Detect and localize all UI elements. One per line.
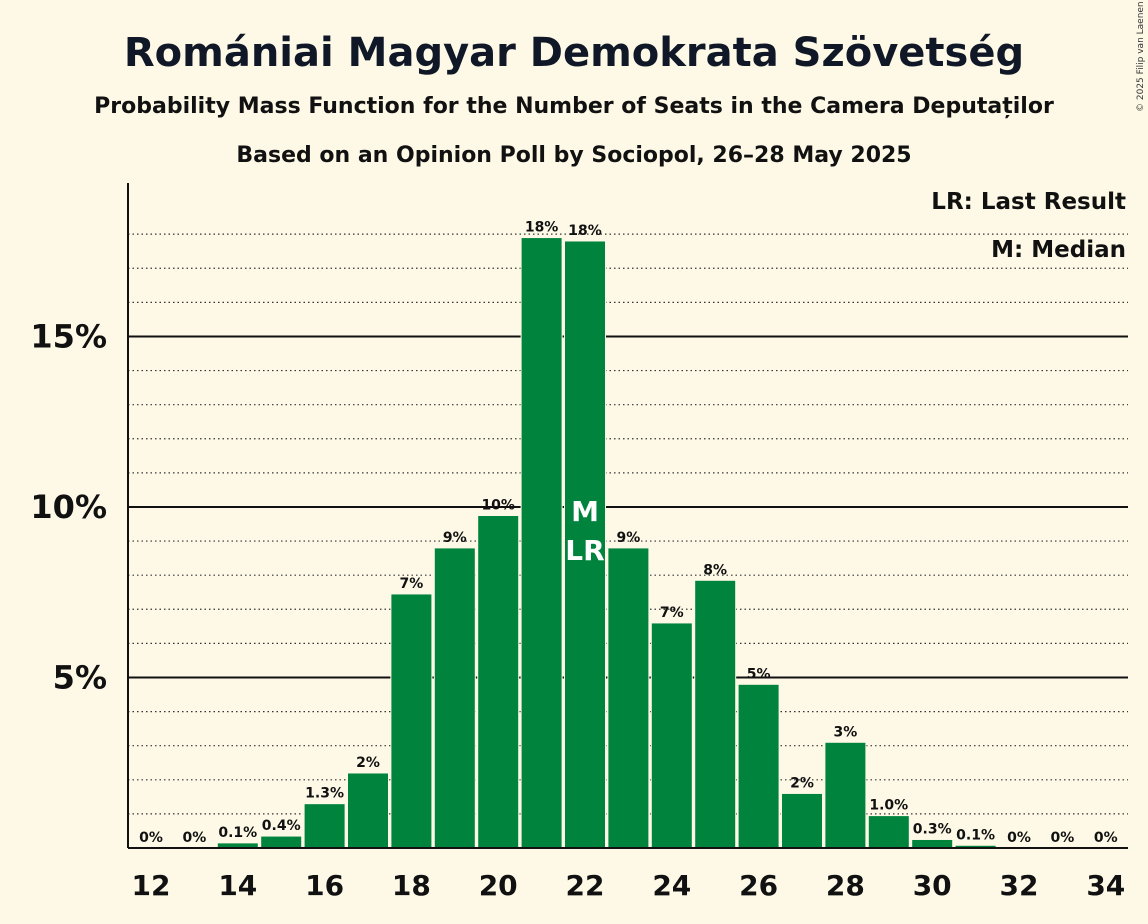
x-tick-label: 22 bbox=[566, 869, 605, 902]
bars bbox=[216, 237, 997, 849]
data-label-seat-32: 0% bbox=[1007, 830, 1031, 846]
data-label-seat-27: 2% bbox=[790, 775, 814, 791]
bar-seat-15 bbox=[260, 835, 303, 849]
data-label-seat-30: 0.3% bbox=[913, 821, 952, 837]
data-label-seat-33: 0% bbox=[1051, 830, 1075, 846]
data-label-seat-22: 18% bbox=[568, 223, 602, 239]
legend-last-result: LR: Last Result bbox=[931, 189, 1126, 215]
x-tick-label: 16 bbox=[305, 869, 344, 902]
bar-seat-19 bbox=[433, 547, 476, 849]
bar-seat-21 bbox=[520, 237, 563, 849]
data-label-seat-16: 1.3% bbox=[305, 786, 344, 802]
bar-seat-29 bbox=[867, 815, 910, 849]
data-labels: 0% 0% 0.1% 0.4%1.3% 2% 7% 9% 10% 18% 18% 9% 7% 8% 5% 2… bbox=[139, 220, 1118, 846]
data-label-seat-15: 0.4% bbox=[262, 818, 301, 834]
data-label-seat-12: 0% bbox=[139, 830, 163, 846]
y-tick-label: 5% bbox=[53, 658, 107, 696]
data-label-seat-18: 7% bbox=[400, 576, 424, 592]
data-label-seat-24: 7% bbox=[660, 605, 684, 621]
bar-seat-18 bbox=[390, 593, 433, 849]
data-label-seat-28: 3% bbox=[834, 724, 858, 740]
bar-seat-28 bbox=[824, 741, 867, 849]
bar-seat-30 bbox=[911, 838, 954, 849]
x-tick-label: 26 bbox=[739, 869, 778, 902]
bar-seat-17 bbox=[347, 772, 389, 849]
axes: 5% 10% 15% 12 14 16 18 20 22 24 26 28 30 32 34 bbox=[30, 183, 1128, 902]
data-label-seat-21: 18% bbox=[525, 220, 559, 236]
x-tick-label: 14 bbox=[218, 869, 257, 902]
data-label-seat-26: 5% bbox=[747, 666, 771, 682]
bar-seat-25 bbox=[694, 579, 737, 849]
legend-median: M: Median bbox=[991, 237, 1126, 263]
chart-subtitle: Probability Mass Function for the Number… bbox=[94, 94, 1054, 119]
data-label-seat-25: 8% bbox=[703, 562, 727, 578]
data-label-seat-29: 1.0% bbox=[869, 798, 908, 814]
data-label-seat-34: 0% bbox=[1094, 830, 1118, 846]
x-tick-label: 32 bbox=[1000, 869, 1039, 902]
bar-seat-27 bbox=[781, 792, 823, 849]
data-label-seat-14: 0.1% bbox=[218, 825, 257, 841]
x-tick-label: 12 bbox=[132, 869, 171, 902]
y-tick-label: 10% bbox=[30, 488, 107, 526]
data-label-seat-17: 2% bbox=[356, 755, 380, 771]
bar-seat-23 bbox=[607, 547, 650, 849]
data-label-seat-13: 0% bbox=[183, 830, 207, 846]
x-tick-label: 20 bbox=[479, 869, 518, 902]
bar-seat-26 bbox=[737, 683, 780, 849]
x-tick-label: 30 bbox=[913, 869, 952, 902]
bar-seat-16 bbox=[303, 803, 346, 849]
median-marker: M bbox=[571, 495, 599, 528]
data-label-seat-31: 0.1% bbox=[956, 827, 995, 843]
bar-seat-20 bbox=[477, 515, 520, 849]
x-tick-label: 34 bbox=[1086, 869, 1125, 902]
x-tick-label: 28 bbox=[826, 869, 865, 902]
gridlines bbox=[128, 233, 1128, 815]
bar-seat-24 bbox=[650, 622, 693, 849]
data-label-seat-19: 9% bbox=[443, 530, 467, 546]
bar-seat-22 bbox=[564, 240, 606, 849]
last-result-marker: LR bbox=[565, 534, 604, 567]
copyright-note: © 2025 Filip van Laenen bbox=[1136, 1, 1146, 112]
y-tick-label: 15% bbox=[30, 317, 107, 355]
chart-subtitle-source: Based on an Opinion Poll by Sociopol, 26… bbox=[236, 143, 911, 168]
data-label-seat-23: 9% bbox=[617, 530, 641, 546]
x-tick-label: 18 bbox=[392, 869, 431, 902]
x-tick-label: 24 bbox=[652, 869, 691, 902]
chart-title: Romániai Magyar Demokrata Szövetség bbox=[124, 30, 1024, 76]
data-label-seat-20: 10% bbox=[481, 498, 515, 514]
